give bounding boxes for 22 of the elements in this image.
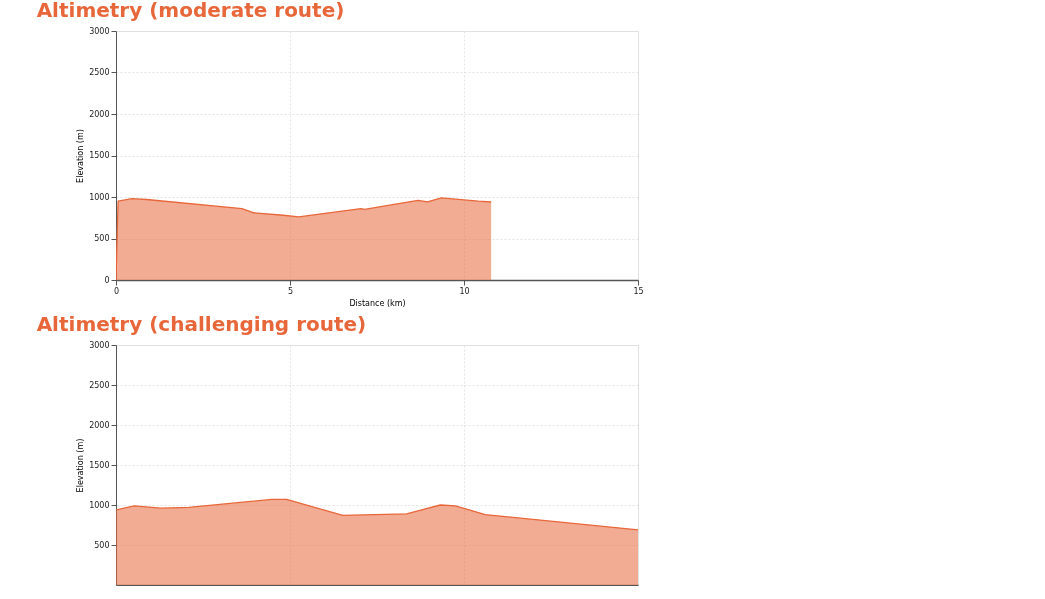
y-tick-label: 1000 (89, 500, 110, 510)
y-tick-label: 1500 (89, 151, 110, 160)
x-axis-title: Distance (km) (349, 298, 406, 308)
chart-title: Altimetry (challenging route) (36, 312, 367, 336)
y-axis-title: Elevation (m) (76, 129, 86, 183)
y-tick-label: 3000 (89, 26, 110, 36)
y-tick-label: 1000 (89, 192, 110, 202)
y-tick-label: 2500 (89, 380, 110, 390)
y-tick-label: 500 (94, 540, 110, 550)
y-tick-label: 2000 (89, 420, 110, 430)
y-tick-label: 3000 (89, 340, 110, 350)
y-tick-label: 500 (94, 234, 110, 243)
chart-title: Altimetry (moderate route) (36, 0, 345, 22)
y-axis-title: Elevation (m) (76, 438, 86, 493)
y-tick-label: 2000 (89, 109, 110, 119)
y-tick-label: 2500 (89, 68, 110, 77)
x-tick-label: 5 (287, 286, 294, 296)
y-tick-label: 1500 (89, 460, 110, 470)
x-tick-label: 0 (113, 286, 120, 296)
y-tick-label: 0 (104, 275, 110, 285)
x-tick-label: 10 (459, 286, 470, 296)
x-tick-label: 15 (633, 286, 644, 296)
